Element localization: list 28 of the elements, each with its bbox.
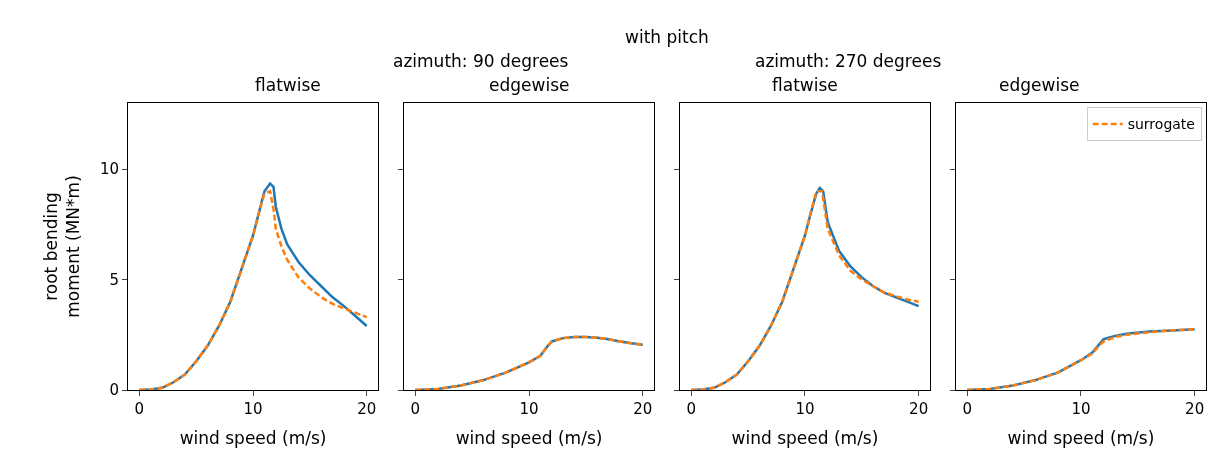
x-axis-title: wind speed (m/s) [455, 428, 603, 449]
x-tick-label: 10 [795, 400, 815, 418]
x-tick-label: 0 [410, 400, 421, 418]
x-tick-label: 10 [1071, 400, 1091, 418]
x-tick-label: 10 [243, 400, 263, 418]
y-axis-title: root bending moment (MN*m) [41, 175, 84, 318]
x-axis-title: wind speed (m/s) [731, 428, 879, 449]
x-tick-label: 0 [134, 400, 145, 418]
text: azimuth: 270 degrees [755, 51, 942, 71]
x-axis-title: wind speed (m/s) [179, 428, 327, 449]
y-tick-label: 0 [109, 381, 119, 400]
x-tick-label: 20 [909, 400, 929, 418]
x-tick-label: 20 [357, 400, 377, 418]
legend-label: surrogate [1127, 116, 1195, 133]
x-tick-label: 0 [686, 400, 697, 418]
text: with pitch [625, 27, 709, 47]
y-tick-label: 10 [99, 160, 119, 179]
chart-title: edgewise [489, 75, 570, 95]
chart-title: flatwise [255, 75, 321, 95]
y-tick-label: 5 [109, 270, 119, 289]
chart-title: edgewise [999, 75, 1080, 95]
text: azimuth: 90 degrees [393, 51, 569, 71]
x-tick-label: 20 [1185, 400, 1205, 418]
x-tick-label: 0 [962, 400, 973, 418]
chart-title: flatwise [772, 75, 838, 95]
x-axis-title: wind speed (m/s) [1007, 428, 1155, 449]
x-tick-label: 10 [519, 400, 539, 418]
x-tick-label: 20 [633, 400, 653, 418]
